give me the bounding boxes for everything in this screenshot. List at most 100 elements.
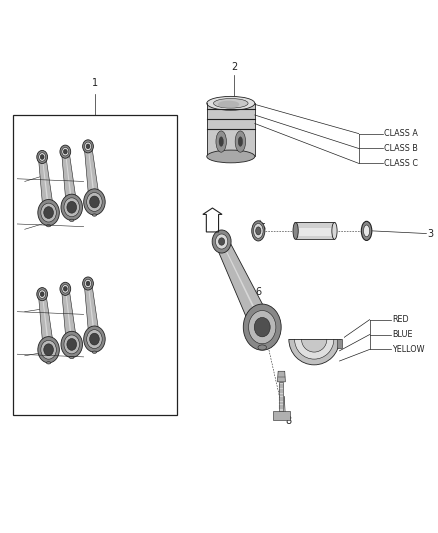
Circle shape (243, 304, 281, 350)
Circle shape (215, 234, 228, 249)
Circle shape (40, 292, 44, 296)
Circle shape (40, 155, 44, 159)
Polygon shape (216, 238, 271, 334)
Circle shape (219, 238, 225, 245)
Ellipse shape (295, 320, 334, 359)
Circle shape (254, 318, 270, 337)
Circle shape (37, 150, 48, 164)
Ellipse shape (301, 327, 327, 352)
Polygon shape (39, 294, 54, 351)
Circle shape (38, 337, 59, 363)
Circle shape (83, 140, 93, 153)
Polygon shape (65, 289, 73, 344)
Circle shape (64, 335, 79, 354)
Ellipse shape (92, 351, 97, 353)
Circle shape (37, 288, 48, 301)
Ellipse shape (207, 96, 255, 110)
Polygon shape (39, 156, 54, 214)
Text: 7: 7 (312, 325, 318, 335)
Circle shape (249, 311, 276, 344)
Polygon shape (221, 241, 264, 327)
Circle shape (61, 332, 82, 358)
Ellipse shape (235, 131, 246, 152)
Text: CLASS A: CLASS A (384, 129, 418, 138)
Bar (13, 115, 177, 415)
Ellipse shape (92, 214, 97, 216)
Circle shape (84, 189, 105, 215)
Circle shape (64, 287, 67, 291)
Polygon shape (62, 288, 77, 345)
Circle shape (39, 290, 46, 298)
Ellipse shape (256, 227, 261, 235)
Circle shape (90, 333, 99, 345)
Ellipse shape (213, 99, 248, 108)
Text: CLASS C: CLASS C (384, 159, 418, 168)
Bar (279, 382, 283, 411)
Bar (298, 228, 332, 236)
Text: 8: 8 (286, 416, 292, 426)
Circle shape (44, 207, 53, 219)
Bar (207, 103, 255, 157)
Ellipse shape (258, 345, 266, 350)
Ellipse shape (332, 222, 337, 239)
Circle shape (212, 230, 231, 253)
Circle shape (85, 279, 92, 288)
Circle shape (60, 282, 71, 295)
Polygon shape (62, 151, 77, 208)
Ellipse shape (219, 137, 223, 147)
Polygon shape (278, 371, 286, 382)
Text: 4: 4 (327, 223, 333, 233)
Circle shape (62, 148, 69, 156)
Text: 5: 5 (260, 223, 266, 233)
Polygon shape (42, 157, 49, 213)
Circle shape (61, 194, 82, 220)
Circle shape (41, 203, 57, 222)
Bar (337, 340, 342, 348)
Polygon shape (42, 294, 49, 350)
Circle shape (87, 330, 102, 349)
Circle shape (64, 149, 67, 154)
Text: BLUE: BLUE (392, 330, 413, 339)
Circle shape (64, 198, 79, 217)
Circle shape (85, 142, 92, 151)
Circle shape (86, 281, 90, 286)
Circle shape (67, 338, 77, 350)
Ellipse shape (207, 150, 255, 163)
Circle shape (83, 277, 93, 290)
Polygon shape (84, 146, 100, 203)
Polygon shape (65, 151, 73, 207)
Circle shape (62, 285, 69, 293)
Ellipse shape (70, 357, 74, 359)
Ellipse shape (238, 137, 243, 147)
Polygon shape (84, 283, 100, 340)
Text: 6: 6 (255, 287, 261, 297)
Text: CLASS B: CLASS B (384, 144, 418, 153)
Circle shape (41, 340, 57, 359)
Ellipse shape (254, 223, 263, 238)
Ellipse shape (252, 221, 265, 241)
Circle shape (87, 192, 102, 212)
Ellipse shape (216, 131, 226, 152)
Ellipse shape (218, 101, 240, 108)
Text: 3: 3 (427, 229, 434, 239)
Circle shape (44, 344, 53, 356)
Ellipse shape (364, 225, 370, 237)
Ellipse shape (46, 224, 51, 227)
Bar (285, 309, 344, 340)
Polygon shape (88, 284, 95, 339)
Text: 2: 2 (231, 62, 237, 72)
Polygon shape (88, 146, 95, 202)
Text: YELLOW: YELLOW (392, 345, 425, 354)
Circle shape (60, 145, 71, 158)
Ellipse shape (289, 314, 339, 365)
Circle shape (84, 326, 105, 352)
Circle shape (38, 199, 59, 225)
Circle shape (67, 201, 77, 213)
Ellipse shape (361, 221, 372, 240)
Bar (273, 411, 290, 419)
Ellipse shape (70, 219, 74, 222)
Bar (294, 222, 336, 239)
Circle shape (86, 144, 90, 149)
Circle shape (39, 153, 46, 161)
Text: 1: 1 (92, 78, 98, 88)
